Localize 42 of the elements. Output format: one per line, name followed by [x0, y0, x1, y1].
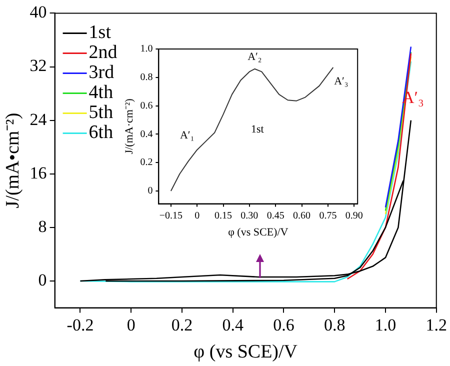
- x-tick-label: 0.45: [266, 210, 284, 222]
- text: 1st: [251, 124, 264, 136]
- x-tick-label: 0.60: [293, 210, 311, 222]
- y-tick-label: 0.2: [140, 157, 153, 168]
- x-tick-label: 1.2: [426, 315, 447, 334]
- y-tick-label: 32: [30, 56, 47, 76]
- y-tick-label: 16: [30, 163, 47, 182]
- x-axis-title: φ (vs SCE)/V: [228, 226, 288, 238]
- y-tick-label: 0.4: [140, 128, 153, 140]
- y-tick-label: 0: [38, 270, 47, 290]
- x-tick-label: 0.75: [319, 210, 337, 222]
- y-tick-label: 0.8: [140, 72, 153, 84]
- y-tick-label: 40: [30, 2, 47, 22]
- x-tick-label: 0.15: [214, 210, 232, 222]
- x-tick-label: 1.0: [374, 315, 396, 334]
- legend-label: 6th: [88, 122, 114, 144]
- y-tick-label: 1.0: [140, 44, 153, 55]
- x-tick-label: 0: [194, 210, 200, 222]
- x-tick-label: −0.15: [159, 210, 182, 222]
- legend-label: 3rd: [88, 62, 115, 84]
- x-tick-label: 0.2: [171, 315, 193, 334]
- annotation: A′₃: [334, 75, 348, 88]
- legend-label: 4th: [88, 82, 114, 104]
- x-axis-title: φ (vs SCE)/V: [194, 342, 298, 363]
- x-tick-label: 0.6: [273, 315, 294, 334]
- annotation: A′₂: [248, 50, 262, 63]
- y-tick-label: 8: [38, 216, 47, 236]
- y-axis-title: J/(mA•cm⁻²): [2, 112, 24, 208]
- x-tick-label: -0.2: [66, 315, 94, 334]
- x-tick-label: 0.8: [324, 315, 346, 334]
- x-tick-label: 0.90: [345, 210, 363, 222]
- x-tick-label: 0: [126, 315, 136, 334]
- y-tick-label: 0: [148, 186, 153, 197]
- x-tick-label: 0.4: [222, 315, 244, 334]
- legend-label: 1st: [88, 22, 112, 44]
- annotation: A′₁: [180, 130, 194, 142]
- y-tick-label: 24: [30, 110, 48, 129]
- y-axis-title: J/(mA·cm⁻²): [123, 98, 136, 154]
- x-tick-label: 0.30: [240, 210, 258, 222]
- legend-label: 5th: [88, 102, 114, 124]
- y-tick-label: 0.6: [140, 100, 153, 112]
- legend-label: 2nd: [88, 42, 118, 64]
